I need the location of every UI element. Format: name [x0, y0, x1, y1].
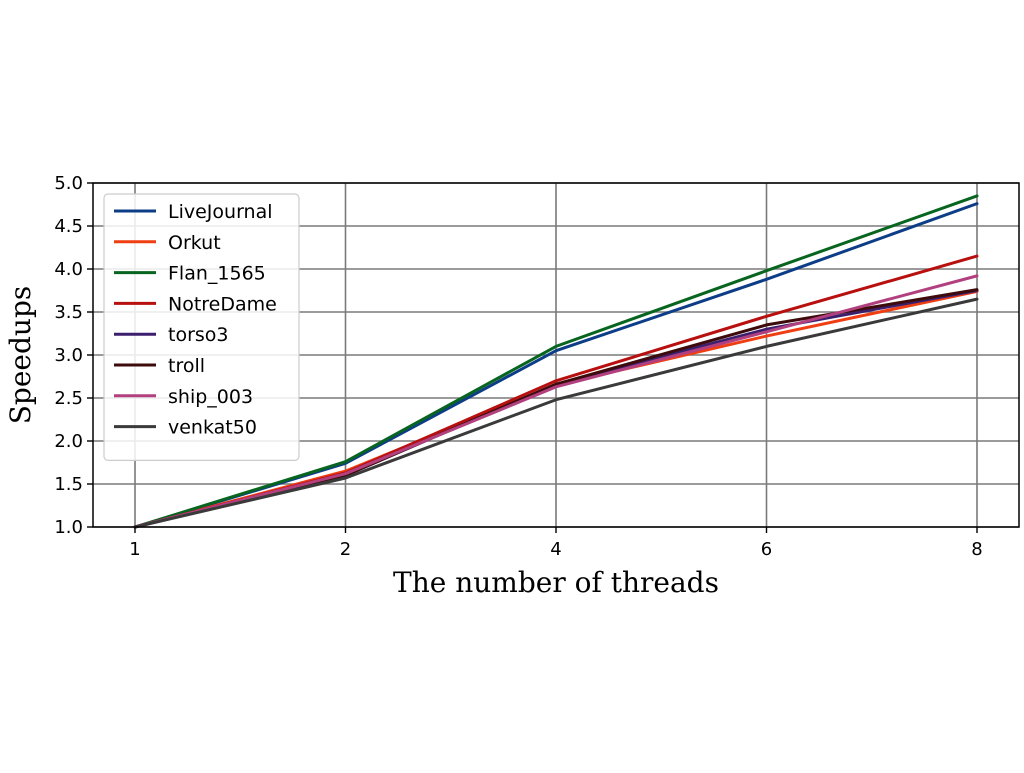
- x-tick-label: 8: [971, 539, 982, 560]
- legend-label-venkat50: venkat50: [168, 417, 257, 439]
- legend-label-notredame: NotreDame: [168, 293, 277, 315]
- legend-label-livejournal: LiveJournal: [168, 201, 273, 223]
- y-axis-title: Speedups: [4, 286, 37, 425]
- legend: LiveJournal Orkut Flan_1565 NotreDame torso3…: [103, 193, 300, 461]
- legend-label-troll: troll: [168, 355, 205, 377]
- legend-label-ship-003: ship_003: [168, 386, 253, 408]
- legend-label-orkut: Orkut: [168, 232, 221, 254]
- y-tick-label: 2.0: [54, 431, 83, 452]
- series-layer: [133, 194, 979, 529]
- x-tick-label: 4: [550, 539, 561, 560]
- y-tick-label: 4.0: [54, 259, 83, 280]
- series-line-flan-1565: [133, 194, 979, 529]
- x-tick-label: 6: [761, 539, 772, 560]
- y-tick-label: 1.0: [54, 517, 83, 538]
- y-tick-label: 1.5: [54, 474, 83, 495]
- y-tick-label: 3.0: [54, 345, 83, 366]
- ticks-layer: 1 2 4 6 8 1.0 1.5 2.0 2.5 3.0 3.5 4.0 4.5 5.0: [54, 173, 982, 560]
- y-tick-label: 5.0: [54, 173, 83, 194]
- y-tick-label: 4.5: [54, 216, 83, 237]
- x-tick-label: 2: [340, 539, 351, 560]
- x-axis-title: The number of threads: [393, 566, 719, 599]
- y-tick-label: 2.5: [54, 388, 83, 409]
- legend-label-flan-1565: Flan_1565: [168, 263, 266, 285]
- y-tick-label: 3.5: [54, 302, 83, 323]
- series-line-venkat50: [133, 297, 979, 529]
- legend-label-torso3: torso3: [168, 324, 229, 346]
- legend-box: [103, 193, 300, 461]
- series-line-ship-003: [133, 274, 979, 529]
- x-tick-label: 1: [129, 539, 140, 560]
